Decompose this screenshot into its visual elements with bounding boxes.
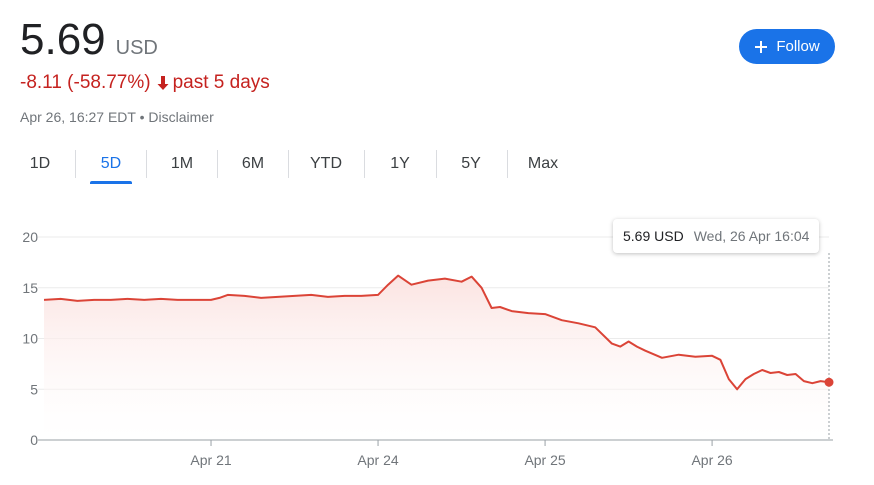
price-area-fill <box>44 275 829 440</box>
y-tick-label: 20 <box>22 229 38 245</box>
change-value: -8.11 (-58.77%) <box>20 72 151 93</box>
price-header: 5.69 USD <box>20 14 158 66</box>
tab-5d[interactable]: 5D <box>90 146 132 184</box>
price-change: -8.11 (-58.77%) past 5 days <box>20 72 270 94</box>
tab-divider <box>217 150 218 178</box>
quote-timestamp: Apr 26, 16:27 EDT <box>20 109 136 125</box>
tab-1d[interactable]: 1D <box>29 155 51 172</box>
tab-divider <box>364 150 365 178</box>
last-price-marker <box>824 377 834 387</box>
tab-divider <box>436 150 437 178</box>
currency-code: USD <box>115 37 158 59</box>
hover-tooltip: 5.69 USD Wed, 26 Apr 16:04 <box>613 219 820 253</box>
arrow-down-icon <box>157 75 169 91</box>
plus-icon <box>755 40 768 53</box>
follow-button[interactable]: Follow <box>739 29 835 64</box>
y-tick-label: 5 <box>30 381 38 397</box>
x-tick-label: Apr 21 <box>190 452 231 468</box>
change-period: past 5 days <box>172 72 270 93</box>
quote-meta: Apr 26, 16:27 EDT • Disclaimer <box>20 109 214 125</box>
disclaimer-link[interactable]: Disclaimer <box>148 109 214 125</box>
price-line <box>43 274 830 391</box>
current-price: 5.69 <box>20 15 106 64</box>
tab-max[interactable]: Max <box>527 155 559 172</box>
x-tick-label: Apr 24 <box>357 452 398 468</box>
tooltip-time: Wed, 26 Apr 16:04 <box>693 228 810 244</box>
tab-divider <box>75 150 76 178</box>
y-tick-label: 10 <box>22 331 38 347</box>
tab-1m[interactable]: 1M <box>170 155 194 172</box>
tab-divider <box>146 150 147 178</box>
tab-divider <box>507 150 508 178</box>
x-tick-label: Apr 26 <box>691 452 732 468</box>
x-tick-label: Apr 25 <box>524 452 565 468</box>
y-tick-label: 0 <box>30 432 38 448</box>
tooltip-value: 5.69 USD <box>623 228 684 244</box>
tab-ytd[interactable]: YTD <box>310 155 342 172</box>
tab-divider <box>288 150 289 178</box>
follow-button-label: Follow <box>776 38 820 55</box>
tab-5y[interactable]: 5Y <box>461 155 481 172</box>
tab-1y[interactable]: 1Y <box>390 155 410 172</box>
active-tab-indicator <box>90 181 132 184</box>
y-tick-label: 15 <box>22 280 38 296</box>
tab-6m[interactable]: 6M <box>241 155 265 172</box>
meta-separator: • <box>139 109 145 125</box>
